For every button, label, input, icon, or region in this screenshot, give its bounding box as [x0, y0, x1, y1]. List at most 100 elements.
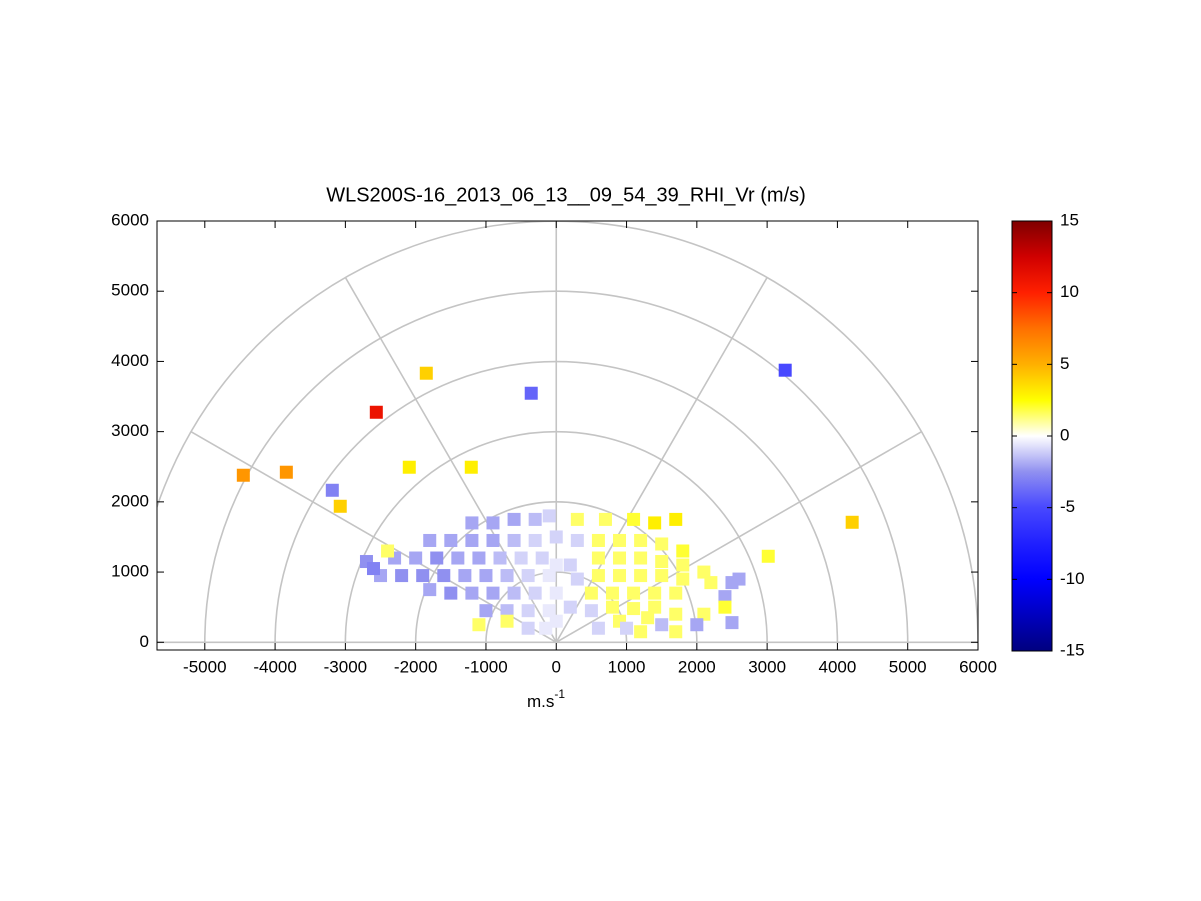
radar-gate [648, 516, 662, 530]
radar-gate [669, 586, 683, 600]
radar-gate [409, 551, 423, 565]
radar-gate [444, 533, 458, 547]
radar-gate [514, 551, 528, 565]
radar-gate [563, 600, 577, 614]
radar-gate [479, 604, 493, 618]
radar-gate [423, 533, 437, 547]
colorbar-tick-label: 5 [1060, 354, 1069, 373]
colorbar-tick-label: -5 [1060, 497, 1075, 516]
radar-gate [458, 569, 472, 583]
axes-frame [156, 220, 979, 651]
grid-spoke [344, 277, 557, 643]
radar-gate [549, 558, 563, 572]
radar-gate [634, 569, 648, 583]
radar-gate [613, 551, 627, 565]
radar-gate [570, 572, 584, 586]
radar-gate [605, 586, 619, 600]
radar-gate [697, 607, 711, 621]
radar-gate [419, 366, 433, 380]
radar-gate [676, 544, 690, 558]
radar-gate [524, 386, 538, 400]
radar-gate [465, 516, 479, 530]
radar-gate [584, 604, 598, 618]
radar-gate [535, 551, 549, 565]
radar-gate [563, 558, 577, 572]
radar-gate [613, 533, 627, 547]
radar-gate [366, 562, 380, 576]
y-tick-label: 3000 [111, 421, 149, 440]
grid-spoke [190, 430, 557, 643]
radar-gate [718, 600, 732, 614]
radar-gate [732, 572, 746, 586]
radar-gate [416, 569, 430, 583]
radar-gate [464, 460, 478, 474]
radar-gate [423, 583, 437, 597]
radar-gate [655, 618, 669, 632]
y-tick-label: 2000 [111, 491, 149, 510]
radar-gate [627, 512, 641, 526]
radar-gate [465, 586, 479, 600]
colorbar-tick-label: -10 [1060, 569, 1085, 588]
radar-gate [402, 460, 416, 474]
x-tick-label: 3000 [748, 657, 786, 676]
radar-gate [634, 551, 648, 565]
radar-gate [472, 551, 486, 565]
x-tick-label: -4000 [253, 657, 296, 676]
radar-gate [325, 483, 339, 497]
radar-gate [437, 569, 451, 583]
radar-gate [465, 533, 479, 547]
radar-gate [486, 533, 500, 547]
colorbar-tick-label: 10 [1060, 282, 1079, 301]
y-tick-label: 0 [140, 632, 149, 651]
radar-gate [676, 572, 690, 586]
radar-gate [591, 621, 605, 635]
radar-gate [627, 602, 641, 616]
radar-gate [845, 515, 859, 529]
radar-gate [704, 576, 718, 590]
radar-gate [479, 569, 493, 583]
radar-gate [648, 586, 662, 600]
radar-gate [690, 618, 704, 632]
x-tick-label: 1000 [608, 657, 646, 676]
radar-gate [444, 586, 458, 600]
radar-gate [500, 604, 514, 618]
colorbar: -15 -10 -5 0 5 10 15 [1011, 210, 1085, 659]
radar-gate [507, 512, 521, 526]
radar-gate [539, 621, 553, 635]
x-axis-label-superscript: -1 [554, 687, 565, 701]
colorbar-tick-label: 15 [1060, 210, 1079, 229]
radar-gate [697, 565, 711, 579]
y-tick-label: 6000 [111, 210, 149, 229]
radar-gate [584, 586, 598, 600]
radar-gate [669, 607, 683, 621]
radar-gate [236, 468, 250, 482]
radar-gate [655, 555, 669, 569]
radar-gate [591, 551, 605, 565]
radar-gate [620, 621, 634, 635]
radar-gate [634, 533, 648, 547]
x-tick-label: -1000 [464, 657, 507, 676]
radar-gate [451, 551, 465, 565]
radar-gate [613, 569, 627, 583]
radar-gate [669, 625, 683, 639]
radar-gate [676, 558, 690, 572]
chart-title: WLS200S-16_2013_06_13__09_54_39_RHI_Vr (… [326, 184, 806, 206]
radar-gate [507, 533, 521, 547]
radar-gate [605, 600, 619, 614]
radar-gate [718, 590, 732, 604]
y-tick-label: 1000 [111, 562, 149, 581]
radar-gate [570, 533, 584, 547]
x-tick-label: 5000 [889, 657, 927, 676]
x-tick-label: -5000 [183, 657, 226, 676]
radar-gate [655, 569, 669, 583]
x-tick-label: -2000 [394, 657, 437, 676]
radar-gate [655, 537, 669, 551]
radar-gate [549, 530, 563, 544]
radar-gate [430, 551, 444, 565]
radar-gate [542, 569, 556, 583]
grid-spoke [555, 277, 768, 643]
radar-gate [549, 586, 563, 600]
radar-gate [279, 465, 293, 479]
y-tick-label: 5000 [111, 281, 149, 300]
